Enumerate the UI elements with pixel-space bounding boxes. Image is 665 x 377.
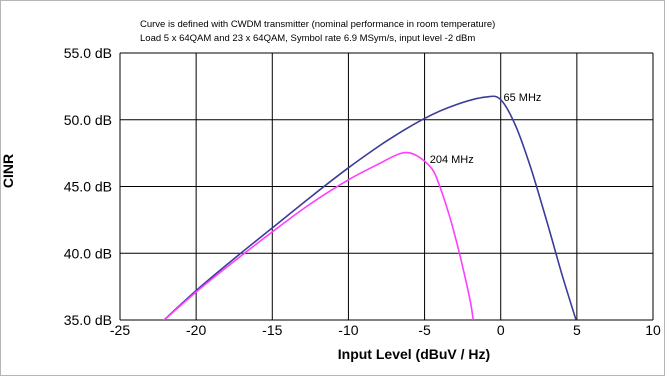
x-tick-label: -15 xyxy=(262,322,282,338)
series-group xyxy=(162,95,577,320)
x-axis-title: Input Level (dBuV / Hz) xyxy=(338,346,490,362)
y-tick-label: 40.0 dB xyxy=(64,245,112,261)
series-line-1 xyxy=(162,151,475,320)
annotation-line-1: Curve is defined with CWDM transmitter (… xyxy=(140,19,495,30)
plot-area xyxy=(131,39,661,331)
x-tick-label: 5 xyxy=(573,322,581,338)
x-tick-label: -20 xyxy=(186,322,206,338)
y-tick-label: 50.0 dB xyxy=(64,112,112,128)
annotation-line-2: Load 5 x 64QAM and 23 x 64QAM, Symbol ra… xyxy=(140,33,475,44)
series-label-0: 65 MHz xyxy=(503,92,541,104)
y-tick-label: 45.0 dB xyxy=(64,179,112,195)
label-group: Curve is defined with CWDM transmitter (… xyxy=(1,19,541,362)
x-tick-label: -5 xyxy=(418,322,431,338)
x-tick-label: 0 xyxy=(497,322,505,338)
grid xyxy=(119,52,654,321)
x-tick-label: 10 xyxy=(645,322,661,338)
x-tick-label: -25 xyxy=(110,322,130,338)
series-label-1: 204 MHz xyxy=(430,154,474,166)
y-tick-label: 55.0 dB xyxy=(64,45,112,61)
tick-labels: 35.0 dB 40.0 dB 45.0 dB 50.0 dB 55.0 dB -25 -2… xyxy=(64,45,661,338)
series-line-0 xyxy=(162,95,577,320)
y-tick-label: 35.0 dB xyxy=(64,312,112,328)
y-axis-title: CINR xyxy=(1,154,16,188)
x-tick-label: -10 xyxy=(338,322,358,338)
